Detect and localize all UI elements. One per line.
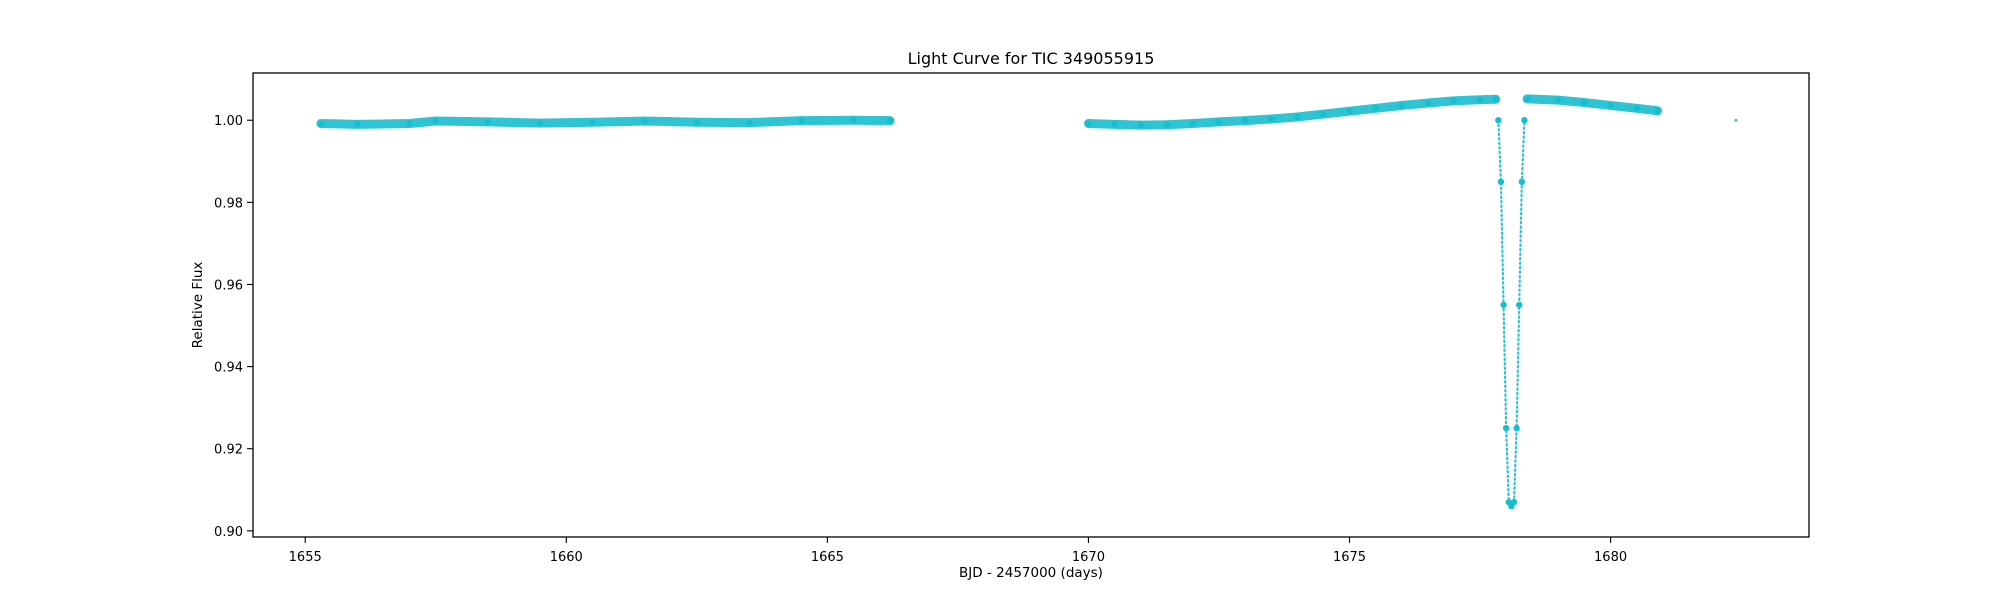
series-segment [1734,118,1738,122]
series-segment [1495,117,1528,510]
y-tick-label: 0.96 [214,278,243,293]
x-tick-label: 1670 [1072,550,1105,565]
data-point [1492,96,1499,103]
data-point [1502,424,1510,432]
series-trace [1522,94,1663,116]
data-point [484,118,492,126]
data-point [1189,120,1197,127]
series-segment [1522,94,1663,116]
chart-title: Light Curve for TIC 349055915 [908,49,1155,68]
data-point [589,119,596,126]
data-point [1516,301,1523,309]
data-point [1495,117,1502,124]
data-points [316,94,1738,510]
data-point [1523,95,1531,103]
data-point [1476,96,1484,103]
data-point [1734,118,1738,122]
data-point [1607,102,1614,109]
data-point [317,120,325,127]
series-segment [1083,94,1501,130]
data-point [536,119,544,127]
data-point [1085,120,1092,127]
data-point [1633,105,1640,112]
x-tick-label: 1665 [811,550,844,565]
data-point [1163,121,1170,128]
y-tick-label: 1.00 [214,114,243,129]
data-point [406,120,413,127]
data-point [641,117,648,125]
data-point [1424,99,1432,107]
data-point [798,117,805,124]
data-point [1294,113,1301,121]
data-point [1346,107,1353,115]
y-axis: 0.90 0.92 0.94 0.96 0.98 1.00 [214,114,253,540]
x-tick-label: 1655 [289,550,322,565]
series-trace [316,115,895,129]
data-point [886,117,894,124]
x-tick-label: 1675 [1333,550,1366,565]
y-tick-label: 0.94 [214,361,243,376]
x-axis: 1655 1660 1665 1670 1675 1680 [289,537,1627,565]
data-point [1513,424,1520,432]
plot-frame [252,72,1810,538]
data-point [745,119,753,126]
data-point [1497,178,1505,186]
data-point [693,119,701,126]
data-point [1267,115,1275,123]
data-point [1241,117,1249,124]
x-axis-label: BJD - 2457000 (days) [959,565,1103,581]
series-trace [1083,94,1501,130]
data-point [1320,110,1327,118]
data-point [1215,118,1223,126]
series-trace [1497,119,1526,508]
y-axis-label: Relative Flux [190,262,206,349]
data-point [432,117,439,125]
data-point [1111,121,1118,128]
y-tick-label: 0.98 [214,196,243,211]
data-point [1510,498,1518,506]
data-point [1521,117,1528,124]
data-point [1500,301,1507,309]
data-point [1450,97,1458,105]
data-point [1555,96,1562,104]
y-tick-label: 0.92 [214,443,243,458]
data-point [1518,178,1526,186]
data-point [1372,105,1379,112]
data-point [1654,107,1661,114]
data-point [1137,121,1144,129]
data-point [850,117,857,124]
x-tick-label: 1680 [1594,550,1627,565]
y-tick-label: 0.90 [214,525,243,540]
x-tick-label: 1660 [550,550,583,565]
data-point [1581,99,1588,106]
data-point [1398,102,1405,109]
data-point [354,121,361,128]
series-segment [316,115,895,129]
